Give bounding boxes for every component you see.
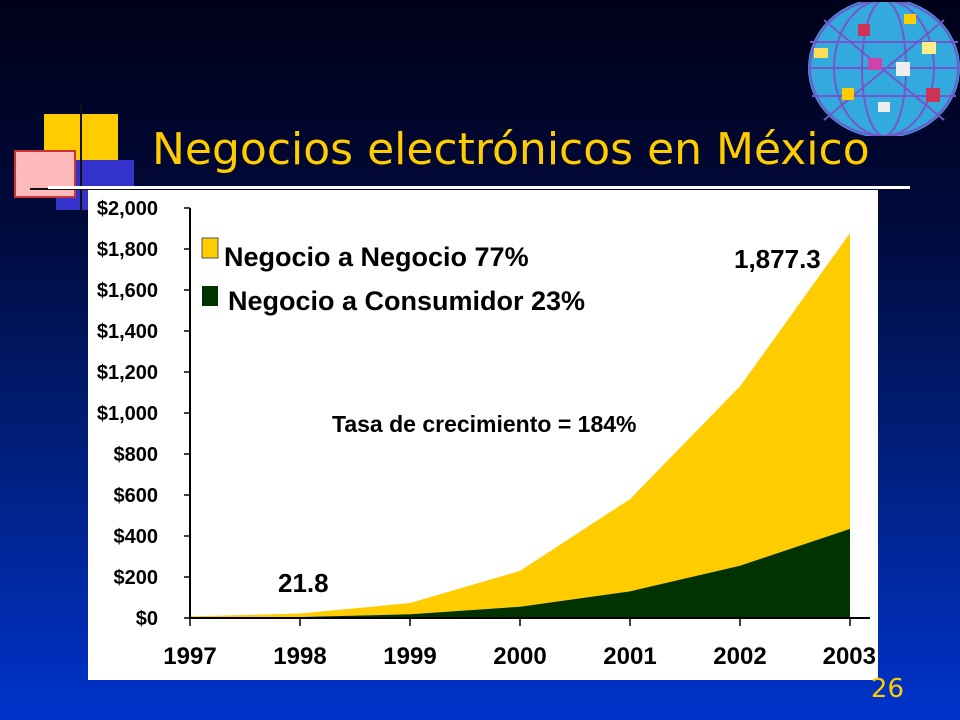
page-number: 26 <box>870 674 904 704</box>
annotation-2003-total: 1,877.3 <box>734 244 821 274</box>
x-tick-label: 2000 <box>493 643 546 670</box>
y-tick-label: $1,600 <box>97 280 158 302</box>
legend-swatch-b2b <box>201 237 219 259</box>
y-tick-label: $1,800 <box>97 239 158 261</box>
title-underline <box>48 186 910 189</box>
x-tick-label: 2001 <box>603 643 656 670</box>
legend-label-b2c: Negocio a Consumidor 23% <box>228 286 585 316</box>
x-tick-label: 1999 <box>383 643 436 670</box>
stacked-area-chart: $0 $200 $400 $600 $800 $1,000 $1,200 $1,400 $1,6… <box>97 198 876 670</box>
area-b2b <box>190 233 850 618</box>
legend-swatch-b2c <box>202 286 218 306</box>
deco-vertical-line <box>80 104 82 214</box>
deco-horizontal-line <box>30 188 140 190</box>
y-tick-label: $1,000 <box>97 403 158 425</box>
area-b2c <box>190 528 850 618</box>
globe-network-icon <box>808 2 960 136</box>
y-tick-label: $800 <box>114 444 159 466</box>
y-tick-label: $400 <box>114 526 159 548</box>
x-tick-label: 2003 <box>823 643 876 670</box>
x-tick-label: 1997 <box>163 643 216 670</box>
x-tick-label: 2002 <box>713 643 766 670</box>
y-tick-label: $1,200 <box>97 362 158 384</box>
legend-label-b2b: Negocio a Negocio 77% <box>224 242 529 272</box>
deco-pink-square <box>14 150 76 198</box>
y-tick-label: $0 <box>136 608 158 630</box>
x-tick-label: 1998 <box>273 643 326 670</box>
y-tick-label: $2,000 <box>97 198 158 220</box>
y-tick-label: $600 <box>114 485 159 507</box>
annotation-growth-rate: Tasa de crecimiento = 184% <box>332 411 636 437</box>
y-tick-label: $200 <box>114 567 159 589</box>
annotation-1998-total: 21.8 <box>278 568 329 598</box>
slide-title: Negocios electrónicos en México <box>152 124 870 175</box>
y-tick-label: $1,400 <box>97 321 158 343</box>
chart-panel: $0 $200 $400 $600 $800 $1,000 $1,200 $1,400 $1,6… <box>88 190 878 680</box>
